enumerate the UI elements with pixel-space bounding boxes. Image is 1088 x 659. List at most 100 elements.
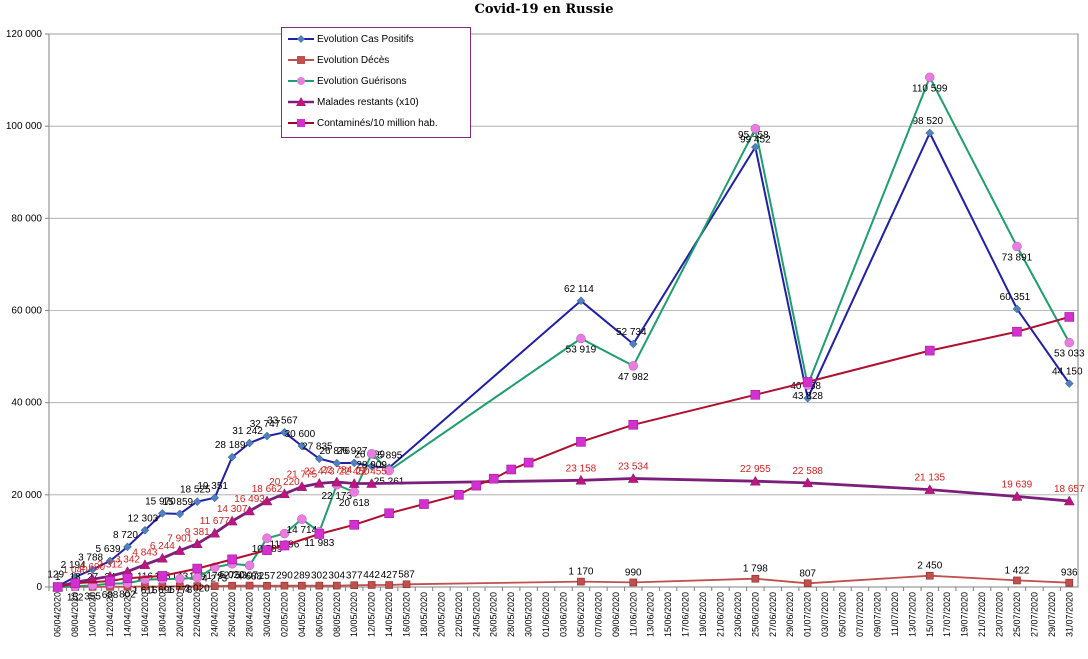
legend-label-malades: Malades restants (x10) [317, 96, 419, 108]
data-point [139, 559, 151, 569]
data-point [454, 490, 464, 500]
series-line-1 [57, 574, 1070, 588]
data-label: 302 [311, 571, 328, 582]
data-point [261, 495, 273, 506]
data-point [175, 574, 185, 584]
data-label: 3 342 [115, 555, 140, 566]
x-tick-label: 14/04/2020 [122, 592, 132, 637]
data-point [1011, 490, 1023, 501]
data-label: 52 734 [616, 327, 647, 338]
data-label: 442 [363, 570, 380, 581]
data-label: 688 [102, 590, 119, 601]
data-label: 587 [398, 569, 415, 580]
data-point [279, 540, 290, 551]
data-point [88, 565, 97, 574]
data-point [122, 573, 133, 584]
data-point [523, 457, 534, 468]
data-point [332, 581, 341, 590]
y-tick-label: 100 000 [6, 121, 43, 132]
legend-label-guerisons: Evolution Guérisons [317, 75, 407, 87]
x-tick-label: 26/05/2020 [489, 592, 499, 637]
data-point [488, 473, 499, 484]
data-label: 21 135 [914, 473, 945, 484]
legend-swatch-malades [288, 97, 314, 106]
data-point [349, 519, 360, 530]
data-point [210, 493, 220, 503]
x-tick-label: 08/05/2020 [332, 592, 342, 637]
legend-swatch-contamines [288, 119, 314, 127]
x-tick-label: 30/05/2020 [524, 592, 534, 637]
x-tick-label: 24/05/2020 [471, 592, 481, 637]
data-label: 73 891 [1002, 252, 1033, 263]
data-point [192, 563, 203, 574]
data-label: 1 040 [63, 565, 88, 576]
data-point [262, 545, 272, 555]
data-point [384, 508, 394, 519]
x-tick-label: 29/07/2020 [1047, 592, 1057, 637]
data-point [174, 545, 186, 555]
data-point [279, 488, 290, 499]
data-label: 110 599 [912, 83, 948, 94]
data-point [87, 573, 99, 584]
data-point [1064, 337, 1075, 348]
data-label: 14 714 [287, 525, 318, 536]
data-label: 26 876 [319, 446, 350, 457]
data-label: 60 351 [1000, 292, 1031, 303]
data-label: 22 588 [792, 466, 823, 477]
data-label: 26 927 [337, 446, 368, 457]
data-label: 28 909 [356, 460, 387, 471]
x-tick-label: 25/07/2020 [1012, 592, 1022, 637]
data-point [576, 333, 586, 344]
data-label: 257 [259, 571, 276, 582]
data-label: 16 493 [234, 494, 265, 505]
x-tick-label: 22/05/2020 [454, 592, 464, 637]
data-point [749, 475, 761, 486]
data-label: 2 194 [61, 560, 86, 571]
legend-swatch-guerisons [288, 77, 314, 85]
legend-label-contamines: Contaminés/10 million hab. [317, 117, 438, 129]
data-point [402, 580, 411, 589]
data-label: 14 307 [217, 504, 248, 515]
x-tick-label: 27/07/2020 [1029, 592, 1039, 637]
data-point [576, 296, 586, 306]
data-label: 20 220 [269, 477, 300, 488]
x-tick-label: 05/06/2020 [576, 592, 586, 637]
x-tick-label: 27/06/2020 [768, 592, 778, 637]
x-tick-label: 13/06/2020 [646, 592, 656, 637]
data-label: 1 616 [132, 586, 157, 597]
x-tick-label: 22/04/2020 [192, 592, 202, 637]
x-tick-label: 29/06/2020 [785, 592, 795, 637]
data-label: 2 020 [185, 584, 210, 595]
x-tick-label: 13/07/2020 [907, 592, 917, 637]
data-point [1012, 304, 1022, 314]
legend-item-deces: Evolution Décès [288, 53, 389, 67]
data-label: 8 720 [113, 530, 138, 541]
data-point [1065, 578, 1074, 587]
data-label: 22 955 [740, 464, 771, 475]
data-point [105, 576, 115, 586]
x-tick-label: 01/06/2020 [541, 592, 551, 637]
data-label: 23 158 [566, 463, 597, 474]
x-tick-label: 30/04/2020 [262, 592, 272, 637]
data-point [315, 581, 324, 590]
chart-title: Covid-19 en Russie [474, 2, 614, 17]
x-tick-label: 21/06/2020 [715, 592, 725, 637]
data-label: 62 114 [564, 284, 594, 295]
x-tick-label: 12/04/2020 [105, 592, 115, 637]
legend-item-malades: Malades restants (x10) [288, 95, 419, 109]
data-label: 25 895 [372, 451, 403, 462]
data-point [193, 582, 202, 591]
data-label: 19 351 [197, 481, 228, 492]
data-point [123, 542, 132, 552]
data-point [105, 556, 115, 566]
data-point [140, 525, 150, 535]
legend-label-deces: Evolution Décès [317, 54, 390, 66]
data-point [628, 361, 639, 371]
data-point [802, 377, 813, 387]
x-tick-label: 28/05/2020 [506, 592, 516, 637]
x-tick-label: 20/05/2020 [436, 592, 446, 637]
x-tick-label: 20/04/2020 [175, 592, 185, 637]
data-label: 802 [119, 589, 136, 600]
data-label: 9 381 [185, 527, 210, 538]
x-tick-label: 28/04/2020 [245, 592, 255, 637]
